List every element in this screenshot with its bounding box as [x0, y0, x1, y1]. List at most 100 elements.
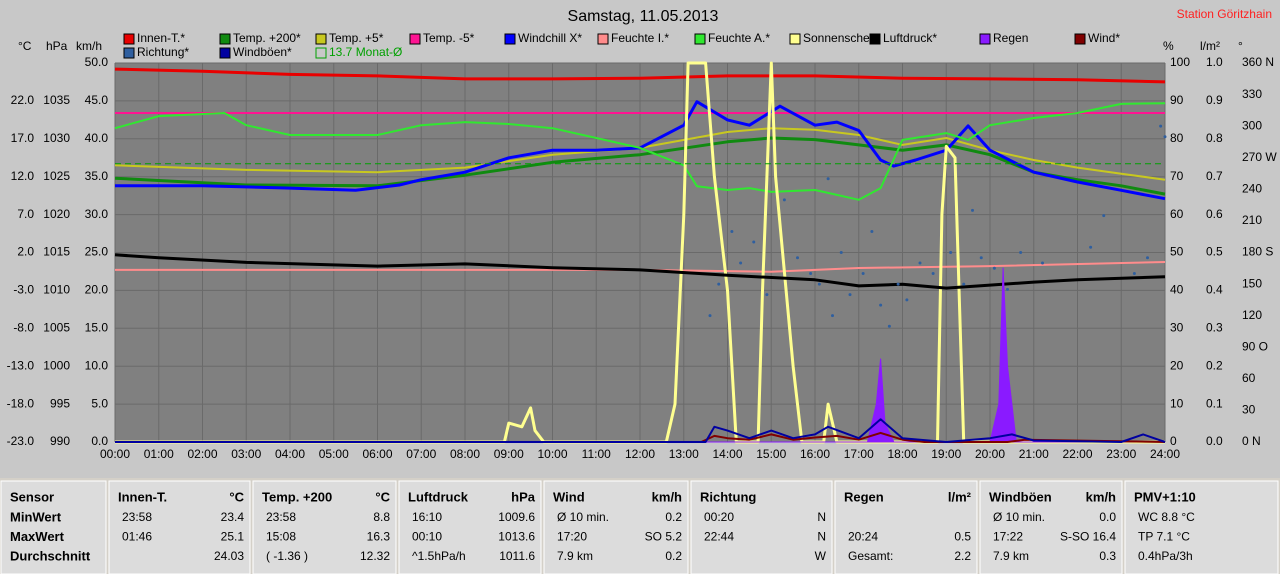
direction-dot [861, 272, 865, 276]
table-column [543, 480, 689, 574]
direction-dot [1132, 272, 1136, 276]
series-line [115, 431, 1166, 443]
cell-value: 1009.6 [498, 510, 535, 524]
column-title: Wind [553, 489, 585, 504]
legend-label: 13.7 Monat-Ø [329, 45, 402, 59]
legend-label: Wind* [1088, 31, 1120, 45]
y-tick-label: 90 O [1242, 339, 1268, 353]
x-tick-label: 10:00 [537, 447, 567, 461]
table-column [108, 480, 251, 574]
y-tick-label: 50.0 [85, 55, 109, 69]
direction-dot [739, 261, 743, 265]
legend-swatch [219, 47, 231, 59]
cell-text: 0.4hPa/3h [1138, 549, 1193, 563]
cell-text: ^1.5hPa/h [412, 549, 466, 563]
series-line [115, 261, 1166, 273]
cell-text: Ø 10 min. [993, 510, 1045, 524]
y-tick-label: 45.0 [85, 93, 109, 107]
y-tick-label: 0 N [1242, 434, 1261, 448]
y-tick-label: 0 [1170, 434, 1177, 448]
axis-unit: °C [18, 39, 32, 53]
legend-swatch [315, 33, 327, 45]
y-tick-label: 300 [1242, 118, 1262, 132]
direction-dot [839, 251, 843, 254]
cell-value: 1013.6 [498, 530, 535, 544]
cell-text: Ø 10 min. [557, 510, 609, 524]
y-tick-label: 20.0 [85, 283, 109, 297]
table-column [252, 480, 397, 574]
direction-dot [826, 177, 830, 181]
cell-text: 00:10 [412, 530, 442, 544]
y-tick-label: 10 [1170, 396, 1184, 410]
x-tick-label: 00:00 [100, 447, 130, 461]
direction-dot [848, 293, 852, 297]
x-tick-label: 20:00 [975, 447, 1005, 461]
x-tick-label: 03:00 [231, 447, 261, 461]
y-tick-label: 1030 [43, 131, 70, 145]
direction-dot [1089, 245, 1093, 249]
direction-dot [1019, 251, 1023, 254]
y-tick-label: 1025 [43, 169, 70, 183]
x-tick-label: 19:00 [931, 447, 961, 461]
cell-value: 16.3 [367, 530, 391, 544]
direction-dot [1102, 214, 1106, 218]
legend-swatch [597, 33, 609, 45]
legend-swatch [1074, 33, 1086, 45]
y-tick-label: -3.0 [13, 283, 34, 297]
cell-value: W [815, 549, 827, 563]
series-line [114, 127, 1166, 181]
y-tick-label: 0.3 [1206, 320, 1223, 334]
cell-value: 1011.6 [499, 549, 535, 563]
legend-label: Sonnenschein [803, 31, 879, 45]
table-column [979, 480, 1123, 574]
cell-value: 0.0 [1099, 510, 1116, 524]
column-title: Luftdruck [408, 489, 469, 504]
direction-dot [717, 282, 721, 286]
cell-value: 23.4 [221, 510, 245, 524]
cell-value: S-SO 16.4 [1060, 530, 1116, 544]
cell-value: 0.2 [665, 549, 682, 563]
x-tick-label: 06:00 [362, 447, 392, 461]
direction-dot [831, 314, 834, 318]
y-tick-label: 30.0 [85, 207, 109, 221]
y-tick-label: 995 [50, 396, 70, 410]
x-tick-label: 16:00 [800, 447, 830, 461]
cell-text: 7.9 km [993, 549, 1029, 563]
cell-value: N [817, 530, 826, 544]
table-column [834, 480, 978, 574]
x-tick-label: 09:00 [494, 447, 524, 461]
column-unit: °C [375, 489, 390, 504]
cell-text: 20:24 [848, 530, 878, 544]
series-line [115, 418, 1166, 443]
column-title: Windböen [989, 489, 1052, 504]
direction-dot [870, 229, 874, 233]
y-tick-label: 180 S [1242, 245, 1273, 259]
direction-dot [817, 282, 821, 286]
y-tick-label: 990 [50, 434, 70, 448]
cell-value: 25.1 [221, 530, 245, 544]
direction-dot [896, 282, 900, 286]
row-label: Durchschnitt [10, 548, 91, 563]
y-tick-label: -13.0 [7, 358, 35, 372]
cell-value: SO 5.2 [645, 530, 683, 544]
legend-label: Feuchte A.* [708, 31, 770, 45]
series-line [114, 253, 1166, 290]
legend-swatch [409, 33, 421, 45]
axis-unit: hPa [46, 39, 68, 53]
column-unit: km/h [652, 489, 682, 504]
y-tick-label: 0.7 [1206, 169, 1223, 183]
direction-dot [918, 261, 922, 265]
legend-swatch [123, 33, 135, 45]
legend-label: Temp. +5* [329, 31, 384, 45]
y-tick-label: 0.6 [1206, 207, 1223, 221]
y-tick-label: 20 [1170, 358, 1184, 372]
direction-dot [1159, 124, 1163, 128]
direction-dot [1163, 135, 1167, 139]
direction-dot [887, 324, 891, 328]
cell-text: 00:20 [704, 510, 734, 524]
y-tick-label: 40 [1170, 283, 1184, 297]
x-tick-label: 07:00 [406, 447, 436, 461]
cell-text: 7.9 km [557, 549, 593, 563]
x-tick-label: 17:00 [844, 447, 874, 461]
